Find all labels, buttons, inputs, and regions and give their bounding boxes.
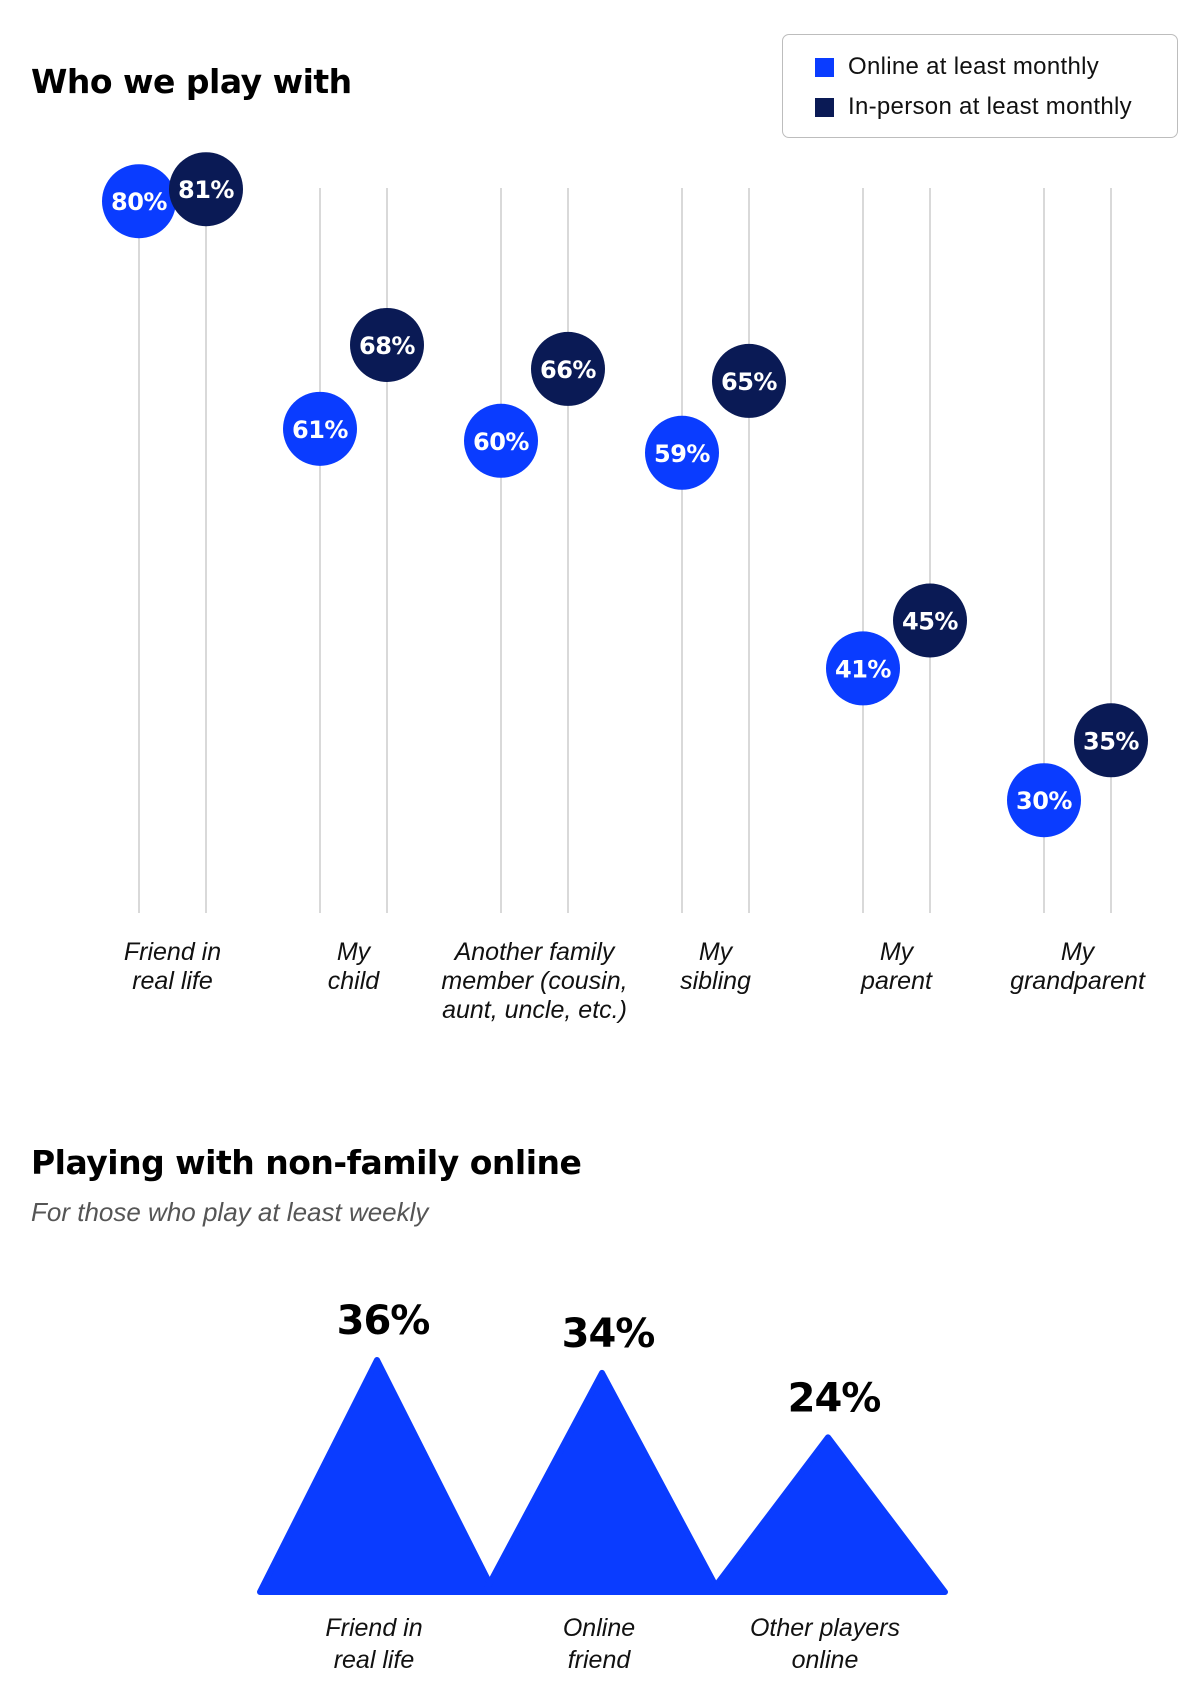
category-label-line: real life (132, 967, 213, 995)
dot-circle (645, 415, 719, 490)
in-person-dot: 65% (712, 343, 786, 418)
peak-category-label-line: real life (334, 1646, 415, 1674)
area-chart-subtitle: For those who play at least weekly (31, 1197, 429, 1227)
category-label-line: aunt, uncle, etc.) (442, 996, 627, 1024)
online-dot: 60% (464, 403, 538, 478)
legend: Online at least monthly In-person at lea… (782, 34, 1178, 138)
dot-value-label: 41% (835, 655, 891, 683)
category-label-line: Another family (453, 938, 616, 966)
category-label: My parent (860, 938, 933, 995)
category-label-line: grandparent (1010, 967, 1146, 995)
peaks: 36% Friend in real life 34% Online friend 24% O… (257, 1298, 948, 1674)
legend-swatch-in-person (815, 97, 834, 117)
peak-triangle (257, 1357, 497, 1595)
area-chart-title: Playing with non-family online (31, 1143, 582, 1182)
peak-category-label-line: Other players (750, 1614, 900, 1642)
legend-label-online: Online at least monthly (848, 53, 1100, 80)
peak-value-label: 34% (562, 1311, 655, 1357)
online-dot: 61% (283, 391, 357, 466)
in-person-dot: 45% (893, 583, 967, 658)
category-label: My sibling (680, 938, 751, 995)
in-person-dot: 66% (531, 331, 605, 406)
dot-circle (1007, 763, 1081, 838)
peak-category-label-line: Friend in (325, 1614, 422, 1642)
online-dot: 30% (1007, 763, 1081, 838)
dot-circle (283, 391, 357, 466)
category-label-line: sibling (680, 967, 751, 995)
legend-item-in-person: In-person at least monthly (815, 93, 1132, 121)
dot-markers: 80% 61% 60% 59% 41% 30% 81% 68% 66% 65% 45% 35% (102, 152, 1148, 838)
dot-value-label: 61% (292, 416, 348, 444)
in-person-dot: 35% (1074, 703, 1148, 778)
peak-triangle (482, 1369, 722, 1595)
peak: 36% Friend in real life (257, 1298, 497, 1674)
dot-value-label: 59% (654, 440, 710, 468)
category-label-line: parent (860, 967, 933, 995)
peak-category-label-line: Online (563, 1614, 635, 1642)
peak-category-label: Online friend (563, 1614, 635, 1674)
peak-value-label: 24% (788, 1375, 881, 1421)
online-dot: 59% (645, 415, 719, 490)
in-person-dot: 81% (169, 152, 243, 227)
legend-item-online: Online at least monthly (815, 53, 1099, 81)
online-dot: 41% (826, 631, 900, 706)
gridlines (138, 188, 1112, 913)
dot-value-label: 65% (721, 368, 777, 396)
category-label-line: My (880, 938, 915, 966)
peak-category-label: Other players online (750, 1614, 900, 1674)
legend-label-in-person: In-person at least monthly (848, 93, 1132, 120)
legend-swatch-online (815, 57, 834, 77)
dot-circle (893, 583, 967, 658)
in-person-dot: 68% (350, 307, 424, 382)
dot-value-label: 45% (902, 608, 958, 636)
dot-circle (826, 631, 900, 706)
peak-triangle (708, 1434, 948, 1595)
dot-circle (464, 403, 538, 478)
category-label-line: member (cousin, (441, 967, 627, 995)
dot-value-label: 80% (111, 188, 167, 216)
category-label-line: My (699, 938, 734, 966)
peak: 24% Other players online (708, 1375, 948, 1674)
dot-value-label: 68% (359, 332, 415, 360)
category-label: My child (328, 938, 381, 995)
dot-value-label: 35% (1083, 727, 1139, 755)
category-label-line: My (337, 938, 372, 966)
peak-category-label-line: friend (568, 1646, 632, 1674)
online-dot: 80% (102, 164, 176, 239)
peak-category-label: Friend in real life (325, 1614, 422, 1674)
peak-category-label-line: online (792, 1646, 859, 1674)
dot-value-label: 60% (473, 428, 529, 456)
dot-value-label: 66% (540, 356, 596, 384)
dot-value-label: 30% (1016, 787, 1072, 815)
category-label-line: Friend in (124, 938, 221, 966)
dot-circle (531, 331, 605, 406)
category-label: My grandparent (1010, 938, 1146, 995)
peak-value-label: 36% (337, 1298, 430, 1344)
peak: 34% Online friend (482, 1311, 722, 1674)
dot-circle (350, 307, 424, 382)
chart-title: Who we play with (31, 62, 352, 101)
dot-circle (1074, 703, 1148, 778)
dot-circle (169, 152, 243, 227)
category-label-line: child (328, 967, 381, 995)
category-label-line: My (1061, 938, 1096, 966)
category-label: Friend in real life (124, 938, 221, 995)
dot-value-label: 81% (178, 176, 234, 204)
dot-circle (712, 343, 786, 418)
dot-circle (102, 164, 176, 239)
category-label: Another family member (cousin, aunt, uncle… (441, 938, 627, 1024)
